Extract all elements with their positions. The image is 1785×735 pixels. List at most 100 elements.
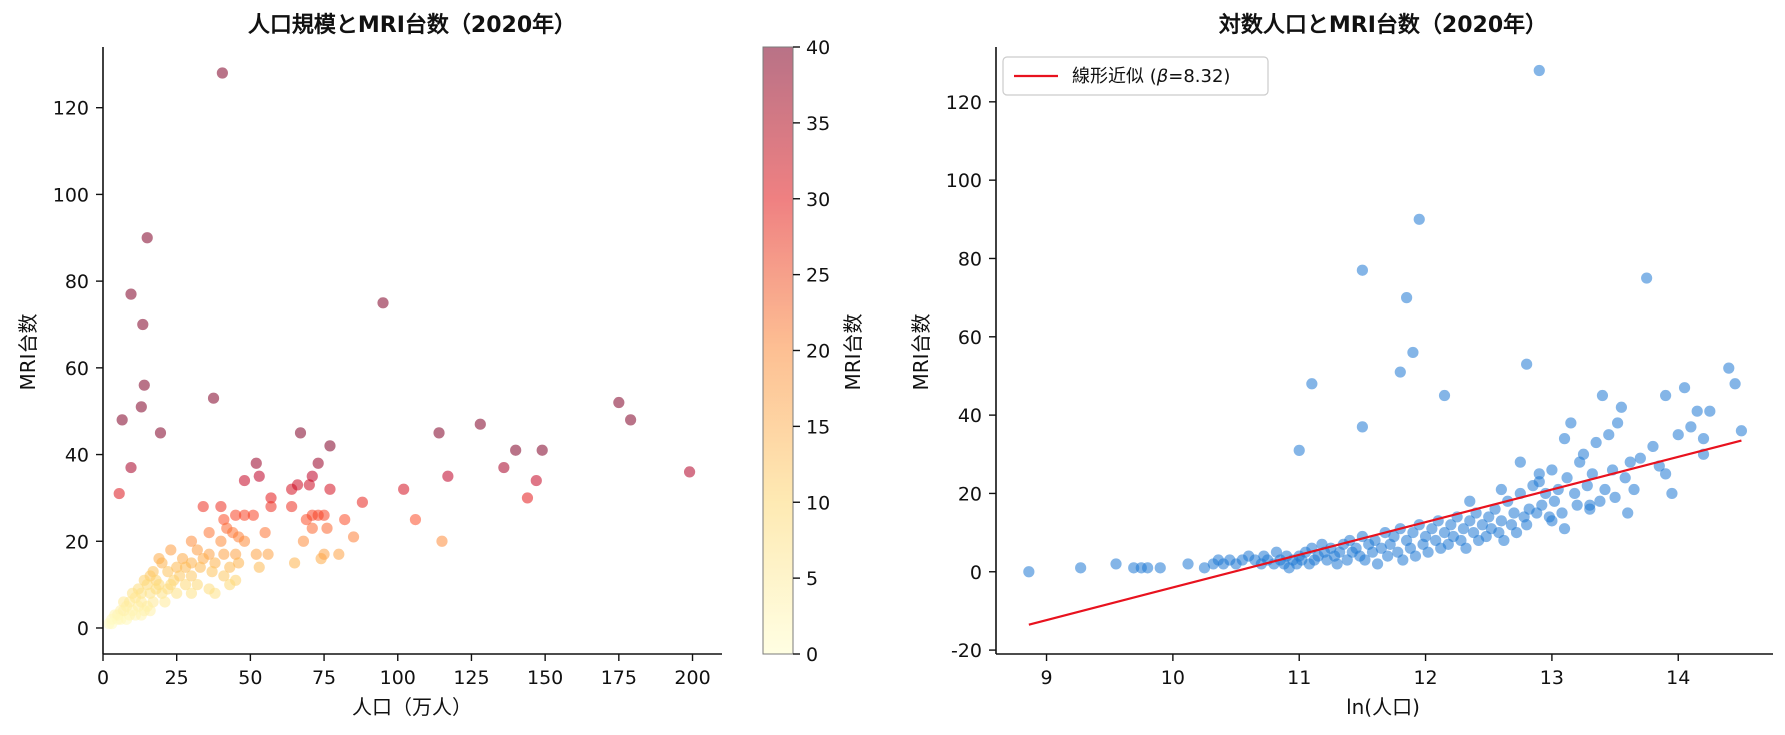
right-point [1594,495,1606,507]
left-point [613,396,625,409]
right-point [1533,476,1545,488]
left-point [253,470,265,482]
left-point [442,470,454,482]
left-point [232,557,245,569]
left-point [238,509,251,521]
right-x-tick-label: 11 [1287,667,1311,689]
right-point [1624,456,1636,468]
right-point [1571,499,1583,511]
right-point [1536,499,1548,511]
right-point [1510,527,1523,539]
left-point [125,461,137,474]
right-point [1023,566,1035,578]
right-x-axis-label: ln(人口) [1346,695,1420,719]
left-point [288,557,301,569]
right-point [1514,456,1526,468]
left-chart: 人口規模とMRI台数（2020年） 0 25 50 75 100 125 150 175 200… [16,12,722,719]
right-point [1419,530,1432,543]
left-point [306,522,318,534]
left-point [265,500,277,513]
left-point [356,496,368,508]
left-point [230,509,242,521]
left-point [297,535,310,547]
left-y-tick-label: 60 [65,358,89,380]
left-point [144,605,156,617]
right-y-tick-label: 20 [958,483,982,505]
left-point [156,557,168,569]
right-point [1331,558,1343,570]
left-x-tick-label: 200 [674,667,710,689]
right-point [1546,515,1558,527]
right-point [1584,499,1596,511]
left-point [206,566,218,578]
colorbar-gradient [762,46,794,655]
right-point [1561,472,1573,484]
left-point [265,492,277,504]
colorbar-tick-label: 20 [806,341,830,363]
right-point [1369,534,1381,547]
left-point [224,579,236,591]
left-x-tick-label: 0 [97,667,109,689]
left-point [238,474,251,487]
right-point [1634,452,1646,464]
left-point [191,579,203,591]
right-point [1382,550,1394,562]
legend-label: 線形近似 (β=8.32) [1072,66,1230,87]
right-point [1577,448,1590,460]
right-point [1660,468,1672,480]
left-point [436,535,448,547]
right-x-tick-label: 9 [1040,667,1052,689]
right-point [1397,554,1409,566]
right-point [1306,378,1318,390]
colorbar-tick-label: 10 [806,492,830,514]
colorbar-label: MRI台数 [841,313,865,390]
left-point [209,557,221,569]
left-point [324,483,336,495]
left-point [165,579,177,591]
left-point [521,492,534,504]
left-point [253,561,265,573]
left-point [216,67,228,79]
right-point [1460,542,1472,554]
right-point [1548,495,1561,507]
colorbar-tick-label: 40 [806,37,830,59]
left-point [218,548,230,560]
right-point [1697,433,1710,445]
right-point [1371,558,1384,570]
right-point [1413,213,1425,225]
left-x-tick-label: 75 [312,667,336,689]
left-point [238,535,251,547]
left-point [162,566,174,578]
left-y-ticks: 0 20 40 60 80 100 120 [53,98,103,640]
left-y-tick-label: 100 [53,184,89,206]
left-point [683,466,696,478]
left-point [510,444,522,456]
left-point [333,548,345,560]
right-y-tick-label: -20 [951,640,982,662]
right-x-tick-label: 12 [1413,667,1437,689]
left-point [125,288,137,300]
left-point [197,553,209,565]
right-point [1445,519,1457,531]
right-point [1198,562,1211,574]
right-point [1356,264,1368,276]
right-point [1533,468,1545,480]
right-y-axis-label: MRI台数 [909,313,933,390]
left-point [303,479,315,491]
left-point [209,587,221,599]
legend-beta: β [1156,66,1169,87]
right-point [1409,550,1422,562]
right-y-tick-label: 120 [946,92,982,114]
right-point [1422,546,1434,558]
left-point [179,579,192,591]
right-point [1438,527,1451,539]
left-point [171,561,183,573]
left-x-tick-label: 125 [453,667,489,689]
colorbar-tick-label: 25 [806,265,830,287]
right-y-tick-label: 100 [946,170,982,192]
left-point [339,513,351,526]
right-point [1641,272,1653,284]
left-point [306,509,318,521]
left-point [185,570,198,582]
left-point [398,483,410,495]
